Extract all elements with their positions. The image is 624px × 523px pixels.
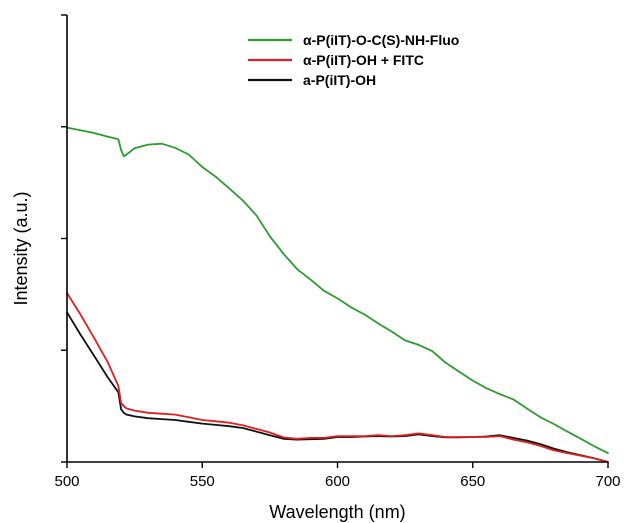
legend: α-P(iIT)-O-C(S)-NH-Fluo α-P(iIT)-OH + FIT… [248, 32, 459, 88]
plot-area [66, 126, 609, 463]
y-axis-title: Intensity (a.u.) [11, 191, 31, 305]
legend-label-2: α-P(iIT)-OH + FITC [303, 52, 424, 68]
x-axis-title: Wavelength (nm) [269, 502, 405, 522]
series-line-1 [66, 126, 609, 454]
x-tick-label: 650 [460, 473, 485, 490]
legend-label-1: α-P(iIT)-O-C(S)-NH-Fluo [303, 32, 459, 48]
legend-label-3: a-P(iIT)-OH [303, 72, 376, 88]
x-tick-label: 600 [325, 473, 350, 490]
x-tick-label: 500 [54, 473, 79, 490]
series-line-2 [66, 292, 609, 463]
x-tick-label: 550 [190, 473, 215, 490]
x-tick-label: 700 [595, 473, 620, 490]
series-line-3 [66, 311, 609, 463]
axes: 500 550 600 650 700 Wavelength (nm) Intensity … [11, 14, 621, 522]
